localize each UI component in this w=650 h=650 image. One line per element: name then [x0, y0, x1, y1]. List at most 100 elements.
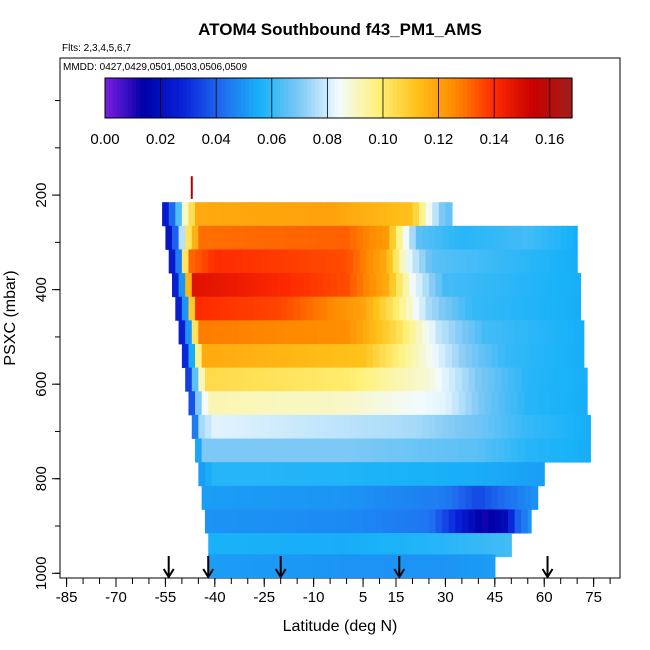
heatmap-cell [300, 485, 308, 510]
heatmap-cell [336, 414, 344, 439]
heatmap-cell [270, 273, 279, 298]
heatmap-cell [287, 249, 295, 274]
heatmap-cell [231, 320, 239, 345]
heatmap-cell [508, 509, 516, 534]
heatmap-cell [343, 509, 351, 534]
heatmap-cell [359, 485, 367, 510]
heatmap-cell [425, 391, 433, 416]
heatmap-cell [438, 485, 447, 510]
heatmap-cell [359, 533, 367, 558]
heatmap-cell [425, 554, 433, 578]
heatmap-cell [372, 554, 381, 578]
colorbar-step [435, 78, 441, 118]
heatmap-cell [293, 438, 302, 463]
heatmap-cell [330, 320, 338, 345]
heatmap-cell [471, 296, 479, 321]
heatmap-cell [313, 485, 321, 510]
heatmap-cell [353, 438, 361, 463]
heatmap-cell [405, 344, 414, 369]
heatmap-cell [573, 414, 582, 439]
colorbar-step [128, 78, 133, 118]
colorbar-tick-label: 0.16 [535, 131, 564, 148]
heatmap-cell [231, 367, 239, 392]
heatmap-cell [214, 554, 223, 578]
heatmap-cell [577, 344, 585, 369]
heatmap-cell [204, 320, 213, 345]
colorbar-step [272, 78, 277, 118]
heatmap-cell [270, 509, 279, 534]
heatmap-cell [333, 554, 341, 578]
heatmap-cell [452, 296, 460, 321]
heatmap-cell [409, 320, 417, 345]
heatmap-cell [386, 202, 394, 227]
heatmap-cell [165, 225, 173, 250]
heatmap-cell [564, 438, 572, 463]
heatmap-cell [201, 438, 209, 463]
heatmap-cell [432, 554, 440, 578]
heatmap-cell [363, 509, 371, 534]
heatmap-cell [340, 391, 348, 416]
heatmap-cell [313, 249, 321, 274]
heatmap-cell [274, 485, 282, 510]
colorbar-step [280, 78, 285, 118]
heatmap-cell [323, 367, 331, 392]
heatmap-cell [300, 391, 308, 416]
heatmap-cell [247, 249, 255, 274]
heatmap-cell [491, 485, 499, 510]
heatmap-cell [399, 344, 407, 369]
heatmap-cell [419, 485, 427, 510]
heatmap-cell [455, 367, 463, 392]
heatmap-cell [326, 249, 335, 274]
heatmap-cell [247, 554, 255, 578]
heatmap-cell [425, 438, 433, 463]
y-tick-label: 200 [33, 183, 50, 208]
colorbar-step [513, 78, 519, 118]
heatmap-cell [567, 273, 575, 298]
heatmap-cell [540, 367, 549, 392]
heatmap-cell [389, 273, 397, 298]
y-tick-label: 600 [33, 372, 50, 397]
heatmap-cell [379, 249, 387, 274]
heatmap-cell [264, 225, 272, 250]
heatmap-cell [218, 273, 226, 298]
heatmap-cell [214, 202, 223, 227]
heatmap-cell [221, 554, 229, 578]
heatmap-cell [468, 225, 476, 250]
colorbar-step [116, 78, 122, 118]
heatmap-cell [412, 344, 420, 369]
heatmap-cell [511, 249, 519, 274]
heatmap-cell [514, 462, 522, 487]
heatmap-cell [458, 438, 466, 463]
colorbar-step [544, 78, 550, 118]
heatmap-cell [274, 391, 282, 416]
heatmap-cell [521, 367, 529, 392]
colorbar-step [533, 78, 538, 118]
heatmap-cell [534, 320, 542, 345]
heatmap-cell [478, 554, 486, 578]
heatmap-cells [162, 176, 591, 578]
heatmap-cell [508, 320, 516, 345]
heatmap-cell [534, 367, 542, 392]
heatmap-cell [330, 414, 338, 439]
heatmap-cell [484, 249, 493, 274]
heatmap-cell [254, 438, 262, 463]
x-tick-label: 15 [388, 589, 405, 606]
heatmap-cell [366, 249, 374, 274]
colorbar-tick-label: 0.08 [313, 131, 342, 148]
heatmap-cell [221, 344, 229, 369]
heatmap-cell [452, 438, 460, 463]
colorbar-step [350, 78, 355, 118]
heatmap-cell [293, 391, 302, 416]
colorbar-step [490, 78, 495, 118]
heatmap-cell [254, 485, 262, 510]
colorbar-step [365, 78, 371, 118]
heatmap-cell [274, 533, 282, 558]
heatmap-cell [185, 320, 193, 345]
heatmap-cell [405, 554, 414, 578]
heatmap-cell [547, 225, 555, 250]
heatmap-cell [343, 462, 351, 487]
heatmap-cell [208, 296, 216, 321]
heatmap-cell [498, 533, 506, 558]
heatmap-cell [254, 533, 262, 558]
heatmap-cell [422, 225, 430, 250]
